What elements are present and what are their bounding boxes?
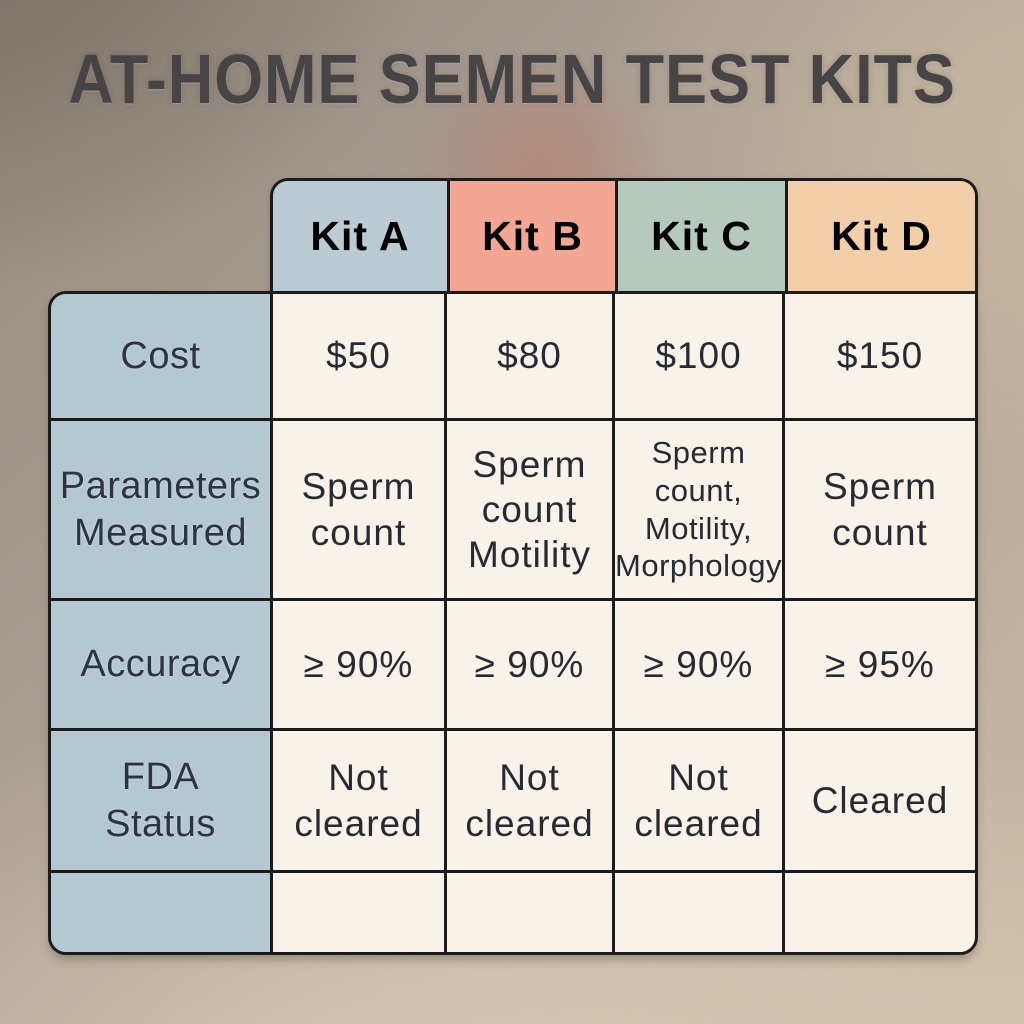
column-header-kit-d: Kit D <box>785 181 975 291</box>
table-cell-empty-kit-a <box>273 873 447 952</box>
row-header-empty <box>51 873 273 952</box>
table-cell-accuracy-kit-d: ≥ 95% <box>785 601 975 731</box>
table-cell-parameters-kit-b: Sperm count Motility <box>447 421 615 601</box>
table-cell-fda-kit-c: Not cleared <box>615 731 785 873</box>
table-cell-empty-kit-d <box>785 873 975 952</box>
table-cell-parameters-kit-c: Sperm count, Motility, Morphology <box>615 421 785 601</box>
row-header-fda-status: FDA Status <box>51 731 273 873</box>
table-cell-empty-kit-c <box>615 873 785 952</box>
row-header-accuracy: Accuracy <box>51 601 273 731</box>
table-cell-cost-kit-b: $80 <box>447 294 615 421</box>
table-cell-accuracy-kit-a: ≥ 90% <box>273 601 447 731</box>
table-cell-fda-kit-d: Cleared <box>785 731 975 873</box>
table-cell-cost-kit-a: $50 <box>273 294 447 421</box>
table-cell-accuracy-kit-c: ≥ 90% <box>615 601 785 731</box>
column-header-kit-a: Kit A <box>273 181 447 291</box>
row-header-cost: Cost <box>51 294 273 421</box>
table-cell-accuracy-kit-b: ≥ 90% <box>447 601 615 731</box>
row-header-parameters: Parameters Measured <box>51 421 273 601</box>
table-cell-fda-kit-a: Not cleared <box>273 731 447 873</box>
table-cell-cost-kit-c: $100 <box>615 294 785 421</box>
page-title: AT-HOME SEMEN TEST KITS <box>68 40 956 118</box>
table-cell-cost-kit-d: $150 <box>785 294 975 421</box>
table-cell-parameters-kit-d: Sperm count <box>785 421 975 601</box>
comparison-table: Cost $50 $80 $100 $150 Parameters Measur… <box>48 291 978 955</box>
kit-header-row: Kit A Kit B Kit C Kit D <box>270 178 978 291</box>
table-cell-empty-kit-b <box>447 873 615 952</box>
table-cell-fda-kit-b: Not cleared <box>447 731 615 873</box>
column-header-kit-c: Kit C <box>615 181 785 291</box>
column-header-kit-b: Kit B <box>447 181 615 291</box>
table-cell-parameters-kit-a: Sperm count <box>273 421 447 601</box>
